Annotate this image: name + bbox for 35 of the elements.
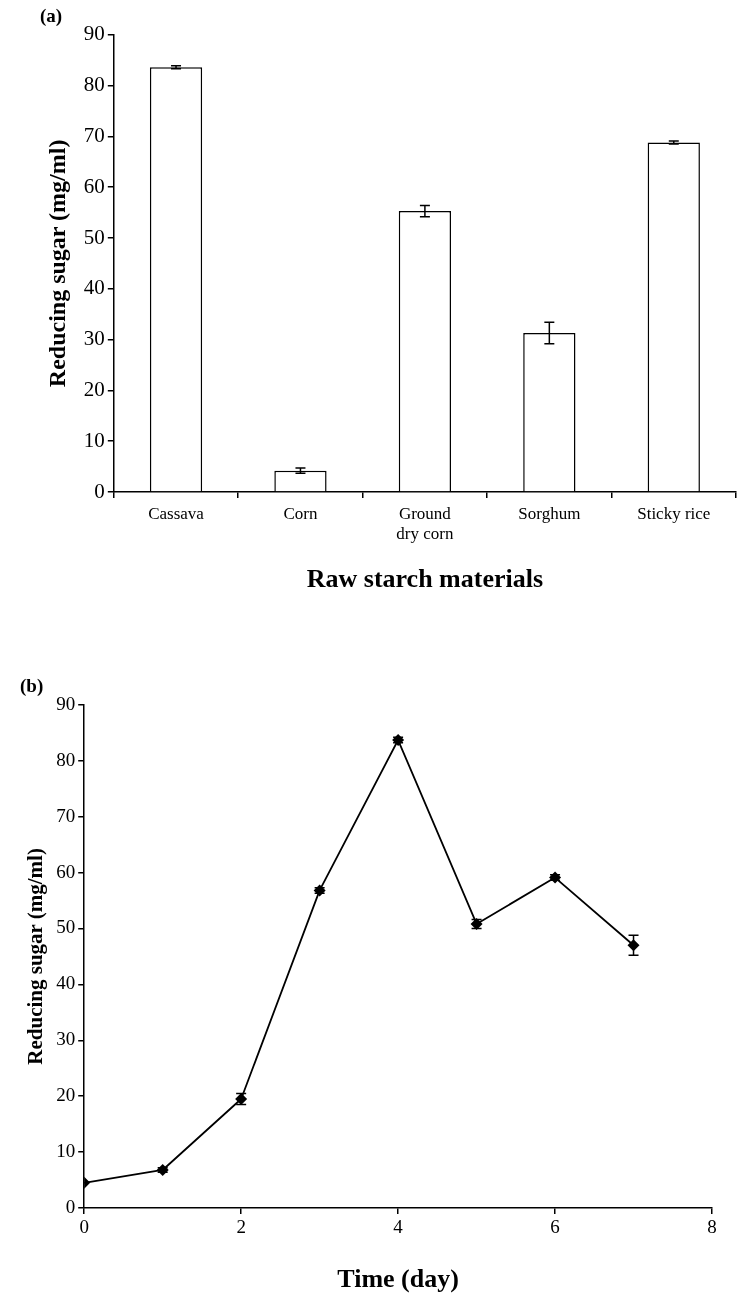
y-axis-title: Reducing sugar (mg/ml) bbox=[43, 139, 70, 388]
y-tick-label: 0 bbox=[65, 1195, 76, 1217]
y-tick-label: 30 bbox=[56, 1028, 76, 1050]
y-tick-label: 90 bbox=[56, 692, 76, 714]
y-tick-label: 60 bbox=[56, 860, 76, 882]
y-tick-label: 60 bbox=[83, 173, 105, 198]
y-tick-label: 30 bbox=[83, 326, 105, 351]
x-tick-label: 6 bbox=[550, 1216, 560, 1238]
x-tick-label: Ground dry corn bbox=[396, 503, 454, 544]
y-tick-label: 50 bbox=[83, 224, 105, 249]
y-tick-label: 70 bbox=[83, 122, 105, 147]
y-tick-label: 80 bbox=[56, 748, 76, 770]
x-tick-label: 4 bbox=[393, 1216, 404, 1238]
chart-title: (b) bbox=[20, 675, 44, 698]
y-tick-label: 40 bbox=[56, 972, 76, 994]
y-tick-label: 10 bbox=[56, 1140, 76, 1162]
x-tick-label: Sticky rice bbox=[637, 503, 711, 523]
x-tick-label: Cassava bbox=[148, 503, 205, 523]
x-tick-label: 8 bbox=[707, 1216, 717, 1238]
y-tick-label: 10 bbox=[83, 427, 105, 452]
y-axis-title: Reducing sugar (mg/ml) bbox=[23, 848, 48, 1065]
x-tick-label: Sorghum bbox=[518, 503, 581, 523]
y-tick-label: 50 bbox=[56, 916, 76, 938]
y-tick-label: 20 bbox=[56, 1084, 76, 1106]
x-axis-title: Time (day) bbox=[337, 1264, 459, 1294]
x-axis-title: Raw starch materials bbox=[306, 564, 544, 594]
chart-title: (a) bbox=[40, 5, 63, 28]
y-tick-label: 70 bbox=[56, 804, 76, 826]
y-tick-label: 90 bbox=[83, 21, 105, 46]
y-tick-label: 0 bbox=[94, 478, 105, 503]
x-tick-label: Corn bbox=[283, 503, 318, 523]
y-tick-label: 20 bbox=[83, 376, 105, 401]
y-tick-label: 80 bbox=[83, 72, 105, 97]
y-tick-label: 40 bbox=[83, 275, 105, 300]
x-tick-label: 2 bbox=[236, 1216, 246, 1238]
